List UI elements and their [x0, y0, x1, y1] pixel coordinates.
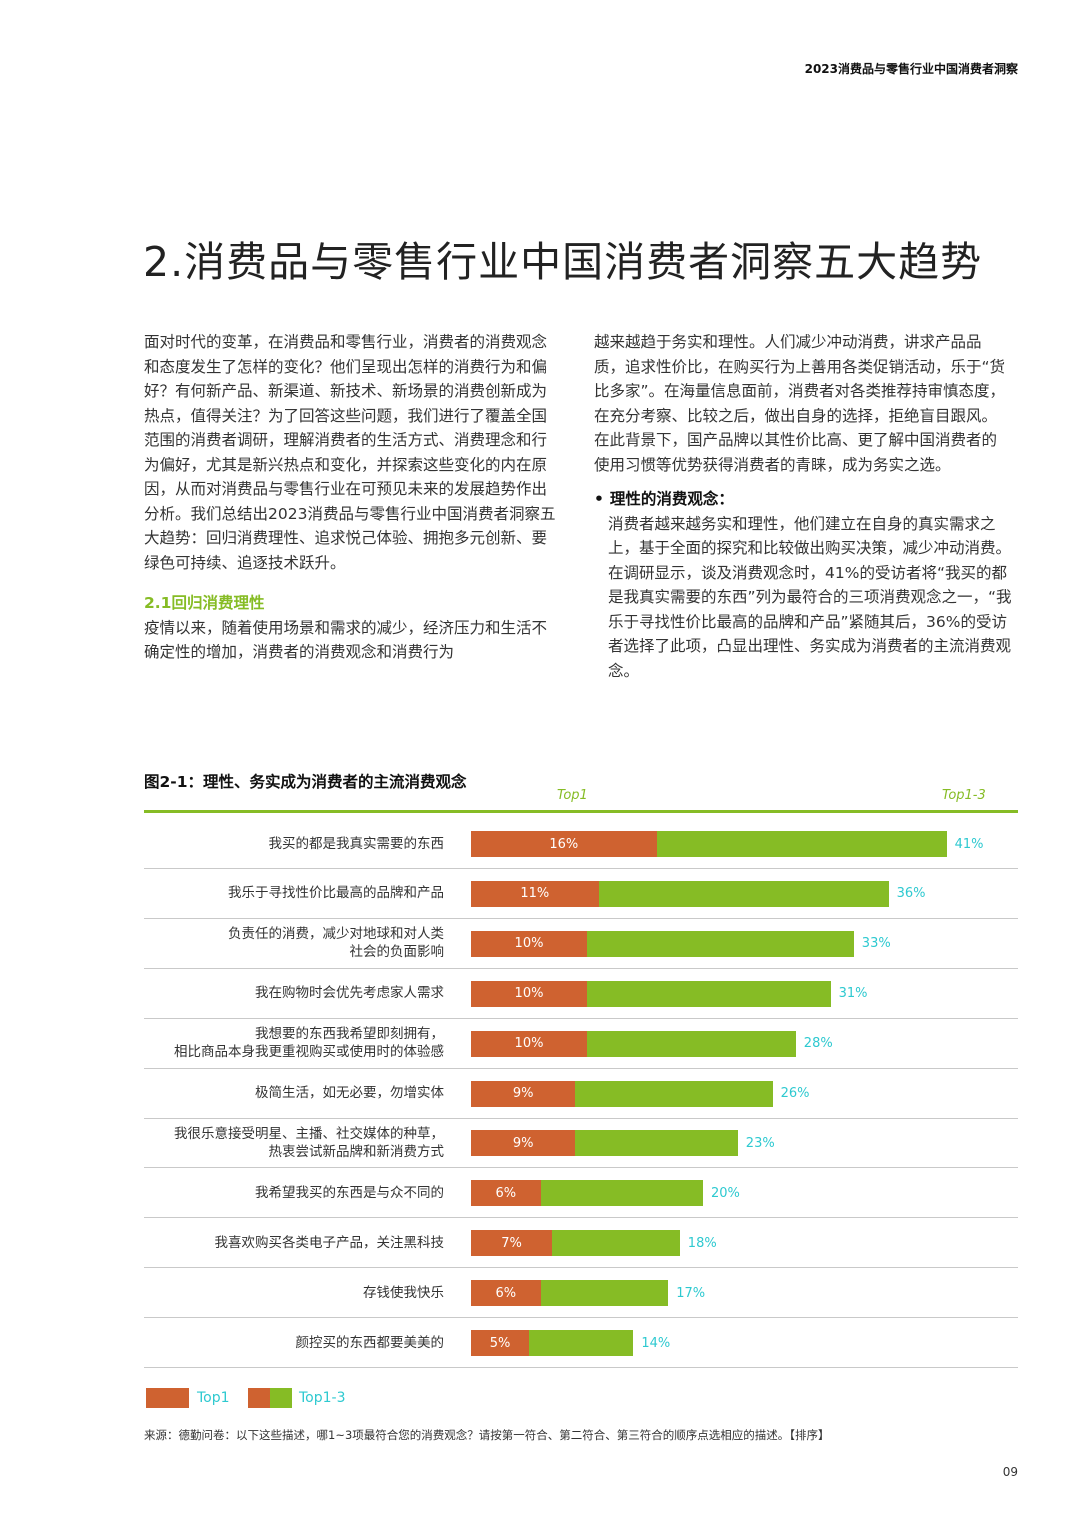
- bar-top1: 6%: [471, 1280, 541, 1307]
- category-label: 我希望我买的东西是与众不同的: [255, 1184, 444, 1201]
- row-separator: [144, 1067, 1018, 1069]
- value-label-top1-3: 31%: [838, 986, 868, 1002]
- chart-row: 我希望我买的东西是与众不同的 6% 20%: [144, 1168, 1018, 1219]
- category-label: 负责任的消费，减少对地球和对人类 社会的负面影响: [228, 926, 444, 961]
- value-label-top1-3: 41%: [954, 836, 984, 852]
- subheading-2-1: 2.1回归消费理性: [144, 594, 265, 612]
- row-separator: [144, 1367, 1018, 1368]
- chart-row: 颜控买的东西都要美美的 5% 14%: [144, 1318, 1018, 1368]
- value-label-top1-3: 28%: [803, 1036, 833, 1052]
- value-label-top1-3: 17%: [676, 1285, 706, 1301]
- column-header-top1-3: Top1-3: [942, 788, 986, 803]
- intro-paragraph: 面对时代的变革，在消费品和零售行业，消费者的消费观念和态度发生了怎样的变化？他们…: [144, 333, 556, 572]
- bullet-title-text: 理性的消费观念：: [609, 490, 734, 508]
- bar-top1: 6%: [471, 1180, 541, 1207]
- chart-row: 极简生活，如无必要，勿增实体 9% 26%: [144, 1069, 1018, 1119]
- row-separator: [144, 1317, 1018, 1319]
- page-number: 09: [1002, 1465, 1018, 1479]
- value-label-top1-3: 23%: [745, 1135, 775, 1151]
- bullet-dot-icon: •: [594, 490, 604, 508]
- value-label-top1-3: 36%: [896, 886, 926, 902]
- row-separator: [144, 1017, 1018, 1019]
- section-title: 2.消费品与零售行业中国消费者洞察五大趋势: [143, 238, 983, 286]
- category-label: 我想要的东西我希望即刻拥有， 相比商品本身我更重视购买或使用时的体验感: [174, 1026, 444, 1061]
- legend-label-top1-3: Top1-3: [299, 1390, 346, 1406]
- bar-top1: 10%: [471, 980, 587, 1007]
- value-label-top1-3: 33%: [861, 936, 891, 952]
- chart-row: 我买的都是我真实需要的东西 16% 41%: [144, 819, 1018, 869]
- value-label-top1-3: 18%: [687, 1235, 717, 1251]
- legend-label-top1: Top1: [197, 1390, 230, 1406]
- category-label: 我乐于寻找性价比最高的品牌和产品: [228, 885, 444, 902]
- chart-row: 我乐于寻找性价比最高的品牌和产品 11% 36%: [144, 869, 1018, 919]
- bullet-heading: • 理性的消费观念：: [594, 487, 1012, 512]
- bar-top1: 10%: [471, 930, 587, 957]
- category-label: 我喜欢购买各类电子产品，关注黑科技: [214, 1234, 445, 1251]
- chart-row: 我想要的东西我希望即刻拥有， 相比商品本身我更重视购买或使用时的体验感 10% 28…: [144, 1019, 1018, 1069]
- chart-top-rule: [144, 810, 1018, 813]
- report-header: 2023消费品与零售行业中国消费者洞察: [804, 62, 1018, 76]
- bar-top1: 9%: [471, 1130, 576, 1157]
- value-label-top1-3: 20%: [711, 1185, 740, 1201]
- category-label: 存钱使我快乐: [363, 1284, 444, 1301]
- body-left-column: 面对时代的变革，在消费品和零售行业，消费者的消费观念和态度发生了怎样的变化？他们…: [144, 330, 562, 665]
- column-header-top1: Top1: [557, 788, 588, 803]
- row-separator: [144, 967, 1018, 969]
- category-label: 我在购物时会优先考虑家人需求: [255, 985, 444, 1002]
- value-label-top1-3: 26%: [780, 1086, 810, 1101]
- bar-top1: 7%: [471, 1230, 553, 1257]
- chart-row: 存钱使我快乐 6% 17%: [144, 1268, 1018, 1319]
- source-note: 来源：德勤问卷：以下这些描述，哪1~3项最符合您的消费观念？请按第一符合、第二符…: [144, 1428, 830, 1442]
- chart-row: 我喜欢购买各类电子产品，关注黑科技 7% 18%: [144, 1218, 1018, 1269]
- legend-swatch-top1: [146, 1388, 189, 1408]
- bar-top1: 5%: [471, 1330, 529, 1356]
- category-label: 我很乐意接受明星、主播、社交媒体的种草， 热衷尝试新品牌和新消费方式: [174, 1125, 444, 1160]
- bar-top1: 11%: [471, 880, 599, 907]
- row-separator: [144, 1267, 1018, 1269]
- row-separator: [144, 868, 1018, 869]
- row-separator: [144, 917, 1018, 919]
- bar-top1: 16%: [471, 831, 657, 857]
- bar-top1: 10%: [471, 1030, 587, 1057]
- legend-swatch-top13-green: [270, 1388, 292, 1408]
- row-separator: [144, 1167, 1018, 1169]
- category-label: 颜控买的东西都要美美的: [295, 1334, 445, 1351]
- chart-row: 我在购物时会优先考虑家人需求 10% 31%: [144, 969, 1018, 1019]
- legend-swatch-top13-orange: [248, 1388, 270, 1408]
- section-paragraph: 疫情以来，随着使用场景和需求的减少，经济压力和生活不确定性的增加，消费者的消费观…: [144, 618, 548, 662]
- row-separator: [144, 1217, 1018, 1219]
- row-separator: [144, 1117, 1018, 1119]
- body-right-column: 越来越趋于务实和理性。人们减少冲动消费，讲求产品品质，追求性价比，在购买行为上善…: [594, 330, 1012, 683]
- value-label-top1-3: 14%: [641, 1335, 671, 1351]
- continuation-paragraph: 越来越趋于务实和理性。人们减少冲动消费，讲求产品品质，追求性价比，在购买行为上善…: [594, 333, 1006, 474]
- category-label: 我买的都是我真实需要的东西: [268, 835, 445, 852]
- bullet-paragraph: 消费者越来越务实和理性，他们建立在自身的真实需求之上，基于全面的探究和比较做出购…: [608, 514, 1012, 680]
- chart-row: 我很乐意接受明星、主播、社交媒体的种草， 热衷尝试新品牌和新消费方式 9% 23%: [144, 1118, 1018, 1169]
- figure-title: 图2-1：理性、务实成为消费者的主流消费观念: [144, 773, 467, 791]
- chart-row: 负责任的消费，减少对地球和对人类 社会的负面影响 10% 33%: [144, 919, 1018, 969]
- category-label: 极简生活，如无必要，勿增实体: [255, 1085, 444, 1101]
- bar-top1: 9%: [471, 1080, 576, 1107]
